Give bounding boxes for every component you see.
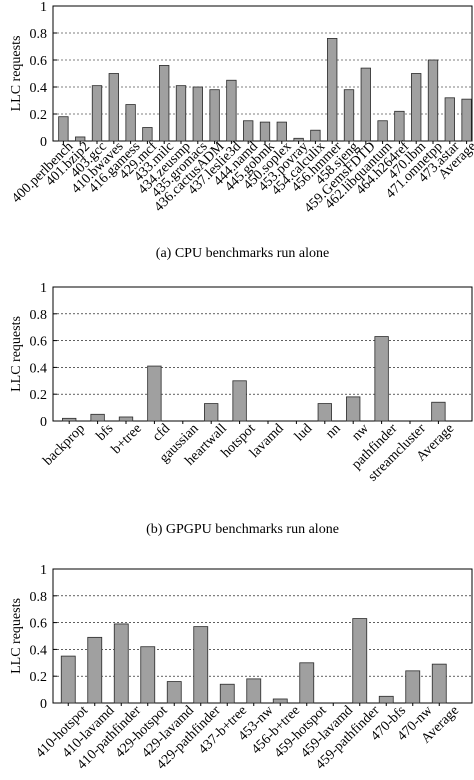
bar-434.zeusmp: [175, 85, 187, 142]
bar-410-pathfinder: [113, 623, 129, 704]
bar-416.gamess: [125, 104, 136, 142]
bar-nw: [346, 396, 361, 422]
bar-470-nw: [405, 670, 421, 704]
bar-459-pathfinder: [352, 618, 368, 704]
bar-nn: [317, 403, 332, 422]
y-axis-label: LLC requests: [9, 598, 24, 674]
bar-backprop: [62, 417, 77, 422]
y-tick-label: 1: [40, 563, 47, 578]
bar-454.calculix: [310, 129, 321, 142]
y-tick-label: 0: [40, 135, 47, 150]
bar-471.omnetpp: [427, 59, 439, 142]
bar-410-hotspot: [60, 655, 76, 704]
x-tick-label: lud: [292, 421, 315, 444]
bar-450.soplex: [276, 121, 287, 142]
y-axis-label: LLC requests: [9, 316, 24, 392]
bar-435.gromacs: [192, 86, 203, 142]
bar-458.sjeng: [343, 89, 355, 142]
x-tick-label: nn: [323, 421, 344, 442]
y-tick-label: 0.8: [30, 27, 48, 42]
bar-459-hotspot: [299, 662, 315, 704]
y-tick-label: 0.8: [30, 308, 48, 323]
y-tick-label: 0.6: [30, 54, 48, 69]
bar-410.bwaves: [108, 73, 119, 142]
bar-456.hmmer: [327, 38, 338, 142]
x-tick-label: bfs: [94, 421, 117, 444]
bar-464.h264ref: [394, 110, 405, 142]
bar-429-hotspot: [140, 646, 156, 704]
y-tick-label: 0.4: [30, 643, 48, 658]
bar-462.libquantum: [377, 120, 388, 142]
y-tick-label: 1: [40, 281, 47, 296]
bar-410-lavamd: [87, 636, 103, 704]
y-tick-label: 0.2: [30, 388, 48, 403]
bar-bfs: [90, 413, 105, 422]
x-tick-label: nw: [349, 421, 372, 444]
bar-429-pathfinder: [193, 626, 209, 704]
bar-433.milc: [159, 65, 170, 142]
y-tick-label: 0.4: [30, 81, 48, 96]
bar-heartwall: [204, 403, 219, 422]
bar-470.lbm: [411, 73, 422, 142]
x-tick-label: b+tree: [109, 421, 145, 457]
y-tick-label: 0.8: [30, 590, 48, 605]
bar-400.perlbench: [58, 116, 69, 142]
bar-Average: [431, 663, 447, 704]
bar-Average: [431, 401, 446, 422]
plot-frame: [52, 568, 473, 704]
bar-403.gcc: [91, 85, 103, 142]
bar-pathfinder: [374, 336, 389, 422]
y-tick-label: 0.2: [30, 670, 48, 685]
y-tick-label: 0.4: [30, 361, 48, 376]
bar-459.GemsFDTD: [360, 67, 371, 142]
y-tick-label: 1: [40, 0, 47, 15]
y-tick-label: 0.6: [30, 335, 48, 350]
x-tick-label: backprop: [41, 421, 88, 468]
y-tick-label: 0.6: [30, 617, 48, 632]
plot-frame: [52, 286, 473, 422]
y-tick-label: 0: [40, 697, 47, 712]
bar-444.namd: [243, 120, 254, 142]
y-tick-label: 0: [40, 415, 47, 430]
bar-445.gobmk: [259, 121, 271, 142]
bar-456-b+tree: [272, 698, 288, 704]
y-axis-label: LLC requests: [9, 36, 24, 112]
panel-caption: (a) CPU benchmarks run alone: [156, 246, 329, 261]
x-tick-label: cfd: [150, 421, 173, 444]
bar-436.cactusADM: [209, 89, 220, 142]
bar-429.mcf: [142, 127, 153, 142]
bar-b+tree: [118, 416, 134, 422]
bar-437-b+tree: [219, 683, 235, 704]
bar-473.astar: [444, 97, 455, 142]
bar-437.leslie3d: [226, 79, 237, 142]
bar-Average: [461, 98, 472, 142]
bar-429-lavamd: [166, 681, 182, 704]
bar-hotspot: [232, 380, 247, 422]
panel-caption: (b) GPGPU benchmarks run alone: [146, 522, 339, 537]
chart-panel-2: 0 0.2 0.4 0.6 0.8 1 LLC requests backprop bfsb+t…: [9, 281, 473, 537]
bar-470-bfs: [378, 695, 394, 704]
bar-453-nw: [246, 678, 262, 704]
y-tick-label: 0.2: [30, 108, 48, 123]
bar-cfd: [147, 365, 162, 422]
